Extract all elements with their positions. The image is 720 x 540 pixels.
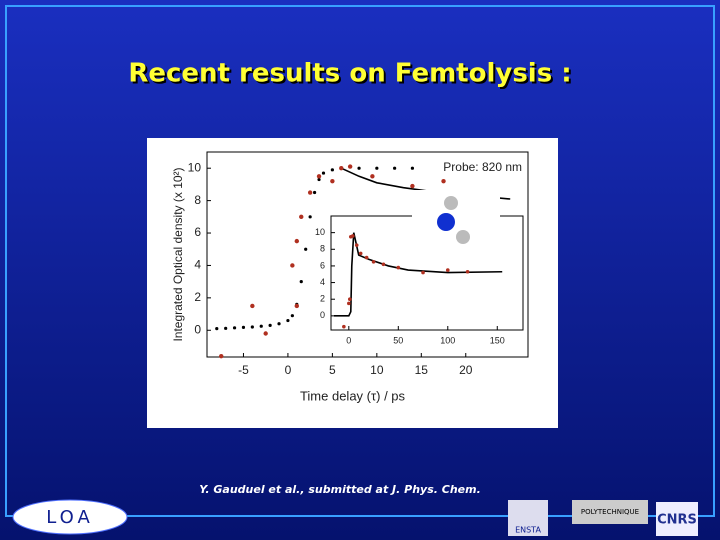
data-point: [441, 178, 446, 184]
data-point: [268, 323, 272, 327]
x-tick-label: 0: [346, 335, 351, 345]
data-point: [347, 164, 353, 169]
y-tick-label: 10: [315, 227, 325, 237]
data-point: [219, 353, 224, 359]
data-point: [277, 322, 281, 326]
data-point: [294, 238, 300, 244]
y-tick-label: 2: [194, 290, 201, 304]
data-point: [304, 247, 308, 251]
data-point: [348, 297, 352, 302]
y-tick-label: 8: [194, 193, 201, 207]
data-point: [465, 269, 470, 274]
data-point: [259, 324, 263, 328]
data-point: [370, 174, 375, 179]
x-tick-label: 100: [440, 335, 455, 345]
data-point: [375, 166, 379, 170]
x-tick-label: 50: [393, 335, 403, 345]
data-point: [371, 259, 376, 264]
data-point: [307, 190, 313, 195]
data-point: [316, 174, 322, 179]
data-point: [294, 303, 300, 309]
data-point: [290, 263, 295, 268]
logo-badge: [12, 499, 128, 535]
data-point: [339, 166, 344, 171]
y-tick-label: 6: [194, 225, 201, 239]
y-tick-label: 0: [320, 310, 325, 320]
y-tick-label: 8: [320, 244, 325, 254]
logo-box: [572, 500, 648, 524]
x-tick-label: 20: [459, 363, 473, 377]
data-point: [321, 171, 326, 175]
y-tick-label: 6: [320, 260, 325, 270]
y-tick-label: 0: [194, 322, 201, 336]
logo-loa: LOA: [46, 507, 94, 528]
data-point: [396, 265, 401, 270]
data-point: [317, 177, 321, 182]
data-point: [330, 168, 334, 172]
x-tick-label: 150: [490, 335, 505, 345]
data-point: [381, 262, 386, 267]
x-axis-label: Time delay (τ) / ps: [300, 388, 406, 403]
data-point: [299, 214, 304, 220]
data-point: [342, 324, 346, 329]
slide-border: [5, 5, 715, 517]
annotation: Probe: 820 nm: [443, 160, 522, 174]
y-tick-label: 4: [194, 258, 201, 272]
x-tick-label: 5: [329, 363, 336, 377]
logo-box: [508, 500, 548, 536]
y-axis-label: Integrated Optical density (x 10²): [171, 167, 185, 341]
slide-title: Recent results on Femtolysis :: [128, 59, 571, 89]
data-point: [286, 318, 290, 323]
y-tick-label: 4: [320, 277, 325, 287]
data-point: [350, 234, 355, 238]
x-tick-label: 0: [285, 363, 292, 377]
data-point: [241, 325, 246, 329]
data-point: [299, 280, 303, 284]
data-point: [421, 270, 425, 275]
data-point: [224, 326, 228, 330]
data-point: [357, 166, 361, 170]
data-point: [308, 215, 312, 219]
logo-cnrs: CNRS: [657, 513, 697, 528]
data-point: [410, 166, 415, 170]
data-point: [263, 331, 268, 336]
y-tick-label: 2: [320, 294, 325, 304]
logo-ensta: ENSTA: [515, 526, 541, 535]
data-point: [250, 303, 255, 309]
data-point: [410, 183, 415, 189]
citation: Y. Gauduel et al., submitted at J. Phys.…: [199, 483, 481, 496]
data-point: [215, 327, 219, 331]
logo-box: [656, 502, 698, 536]
data-point: [330, 178, 335, 184]
logo-polytechnique: POLYTECHNIQUE: [581, 508, 639, 516]
data-point: [312, 190, 317, 195]
x-tick-label: -5: [238, 363, 249, 377]
data-point: [232, 326, 237, 330]
title-shadow: Recent results on Femtolysis :: [130, 61, 573, 91]
data-point: [347, 301, 351, 306]
x-tick-label: 15: [415, 363, 429, 377]
data-point: [393, 166, 397, 170]
data-point: [445, 268, 450, 272]
x-tick-label: 10: [370, 363, 384, 377]
data-point: [250, 325, 254, 329]
data-point: [364, 255, 369, 260]
series-line: [333, 232, 503, 317]
data-point: [354, 243, 359, 247]
molecule-icon: [412, 190, 500, 250]
y-tick-label: 10: [188, 160, 202, 174]
data-point: [358, 251, 363, 256]
data-point: [290, 314, 294, 318]
